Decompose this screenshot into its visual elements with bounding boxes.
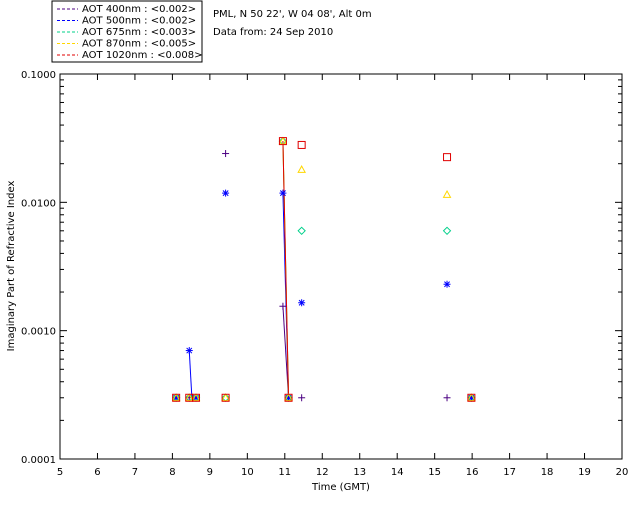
legend-entry: AOT 400nm : <0.002> [82, 4, 196, 15]
x-axis-label: Time (GMT) [311, 482, 370, 493]
plot-area [59, 73, 623, 460]
x-tick-label: 7 [132, 467, 138, 478]
point-square [297, 140, 306, 149]
y-tick-label: 0.1000 [21, 70, 56, 81]
x-tick-label: 17 [503, 467, 516, 478]
series-line [282, 141, 290, 398]
series-lines [188, 141, 290, 398]
x-tick-label: 13 [353, 467, 366, 478]
x-tick-label: 9 [207, 467, 213, 478]
point-plus [298, 394, 306, 402]
y-axis: 0.0001 0.0010 0.0100 0.1000 [21, 70, 622, 466]
x-tick-label: 18 [541, 467, 554, 478]
x-tick-label: 11 [278, 467, 291, 478]
y-tick-label: 0.0100 [21, 198, 56, 209]
info-line-date: Data from: 24 Sep 2010 [213, 27, 333, 38]
point-asterisk [298, 299, 306, 307]
point-triangle [221, 393, 230, 402]
x-tick-label: 6 [94, 467, 100, 478]
x-tick-label: 14 [391, 467, 404, 478]
point-plus [279, 302, 287, 310]
x-tick-label: 10 [241, 467, 254, 478]
legend-entry: AOT 500nm : <0.002> [82, 16, 196, 27]
point-plus [222, 150, 230, 158]
legend-entry: AOT 675nm : <0.003> [82, 27, 196, 38]
y-tick-label: 0.0001 [21, 455, 56, 466]
station-info: PML, N 50 22', W 04 08', Alt 0m Data fro… [213, 9, 372, 38]
point-diamond [297, 226, 306, 236]
point-asterisk [279, 189, 287, 197]
x-axis: 5 6 7 8 9 10 11 12 13 14 15 16 17 18 19 20 [57, 74, 629, 478]
point-square [172, 393, 181, 402]
point-plus [443, 394, 451, 402]
point-triangle [442, 190, 452, 198]
legend: AOT 400nm : <0.002>AOT 500nm : <0.002>AO… [51, 0, 203, 63]
x-tick-label: 19 [578, 467, 591, 478]
point-triangle [284, 393, 293, 402]
x-tick-label: 8 [169, 467, 175, 478]
x-tick-label: 16 [466, 467, 479, 478]
point-square [278, 137, 287, 146]
x-tick-label: 15 [428, 467, 441, 478]
point-square [443, 153, 452, 162]
point-triangle [467, 393, 476, 402]
point-diamond [442, 226, 452, 236]
series-line [282, 306, 290, 398]
point-asterisk [185, 347, 193, 355]
point-square [467, 393, 476, 402]
x-tick-label: 12 [316, 467, 329, 478]
point-square [221, 393, 230, 402]
point-square [284, 393, 293, 402]
point-triangle [297, 165, 307, 173]
point-triangle [191, 393, 201, 402]
point-triangle [278, 136, 288, 145]
y-axis-label: Imaginary Part of Refractive Index [6, 181, 17, 352]
point-triangle [171, 393, 181, 402]
point-square [192, 393, 201, 402]
info-line-location: PML, N 50 22', W 04 08', Alt 0m [213, 9, 372, 20]
series-line [188, 350, 193, 398]
x-tick-label: 5 [57, 467, 63, 478]
y-tick-label: 0.0010 [21, 327, 56, 338]
legend-entry: AOT 1020nm : <0.008> [82, 50, 202, 61]
x-tick-label: 20 [616, 467, 629, 478]
legend-entry: AOT 870nm : <0.005> [82, 39, 196, 50]
series-points [171, 136, 476, 402]
point-asterisk [443, 280, 451, 288]
point-triangle [184, 393, 194, 402]
point-asterisk [222, 189, 230, 197]
